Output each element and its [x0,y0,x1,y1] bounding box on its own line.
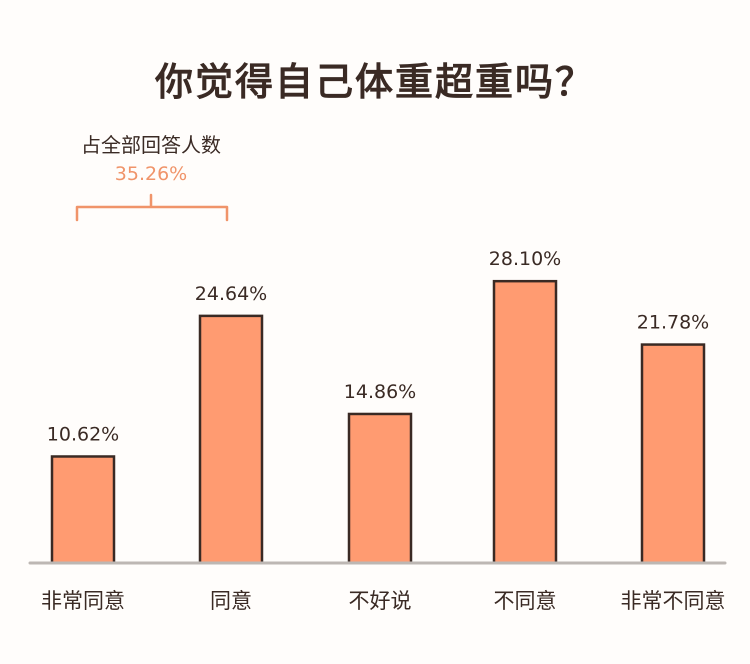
bars-layer [50,279,706,565]
category-label-3: 不好说 [349,589,412,613]
value-label-2: 24.64% [195,283,267,305]
annotation-label: 占全部回答人数 [81,133,221,157]
category-label-4: 不同意 [494,589,557,613]
category-label-2: 同意 [210,589,252,613]
value-label-3: 14.86% [344,381,416,403]
bar-2 [198,314,264,565]
value-label-5: 21.78% [637,312,709,334]
bar-1 [50,455,116,565]
annotation-bracket [75,193,229,222]
category-label-5: 非常不同意 [621,589,726,613]
annotation-value: 35.26% [115,163,187,185]
category-label-1: 非常同意 [41,589,125,613]
value-labels-layer: 10.62% 24.64% 14.86% 28.10% 21.78% [47,248,709,445]
chart-title: 你觉得自己体重超重吗？ [154,60,595,104]
value-label-1: 10.62% [47,423,119,445]
bar-5 [640,343,706,565]
category-labels-layer: 非常同意 同意 不好说 不同意 非常不同意 [41,589,726,613]
value-label-4: 28.10% [489,248,561,270]
bar-4 [492,279,558,565]
bar-3 [347,412,413,565]
